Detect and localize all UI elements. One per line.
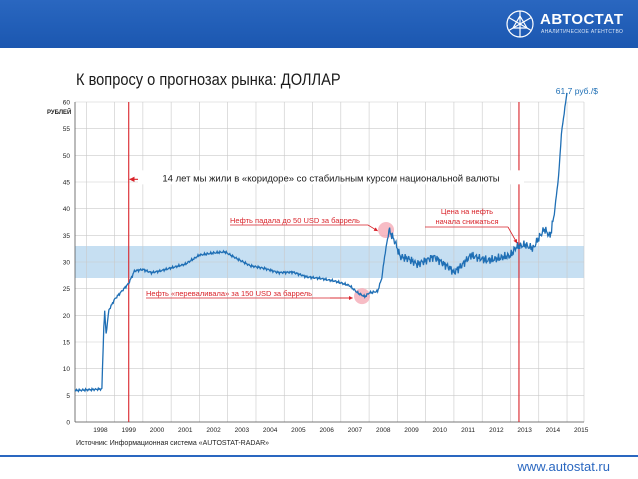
x-tick-label: 1998 [93, 427, 108, 434]
y-tick-label: 40 [63, 206, 71, 213]
annotation-pointer [507, 226, 518, 244]
end-value-label: 61,7 руб./$ [556, 86, 598, 96]
logo-tagline: АНАЛИТИЧЕСКОЕ АГЕНТСТВО [541, 29, 624, 35]
y-tick-label: 0 [66, 420, 70, 427]
y-tick-label: 50 [63, 153, 71, 160]
y-tick-label: 55 [63, 126, 71, 133]
y-tick-label: 60 [63, 100, 71, 107]
y-tick-label: 25 [63, 286, 71, 293]
x-tick-label: 2007 [348, 427, 363, 434]
x-tick-label: 2009 [404, 427, 419, 434]
x-tick-label: 2014 [546, 427, 561, 434]
annotation-oil-50: Нефть падала до 50 USD за баррель [230, 216, 360, 225]
company-logo[interactable]: АВТОСТАТ АНАЛИТИЧЕСКОЕ АГЕНТСТВО [504, 6, 624, 42]
snowflake-star-icon [506, 10, 534, 38]
annotation-oil-decline: Цена на нефть начала снижаться [435, 207, 498, 226]
source-note: Источник: Информационная система «AUTOST… [76, 440, 270, 447]
corridor-annotation: 14 лет мы жили в «коридоре» со стабильны… [162, 173, 499, 184]
usd-rub-chart: 0 5 10 15 20 25 30 35 40 45 50 55 60 1998 1999 2000 2001… [47, 86, 598, 434]
footer-divider [0, 455, 638, 457]
y-tick-label: 15 [63, 340, 71, 347]
x-tick-label: 2012 [489, 427, 504, 434]
annotation-pointer [367, 224, 378, 232]
x-tick-label: 2008 [376, 427, 391, 434]
y-tick-label: 20 [63, 313, 71, 320]
y-tick-label: 30 [63, 260, 71, 267]
x-tick-label: 2006 [319, 427, 334, 434]
x-tick-label: 2015 [574, 427, 589, 434]
corridor-label-bg [138, 170, 524, 185]
y-axis-label: РУБЛЕЙ [47, 108, 71, 116]
x-tick-label: 1999 [121, 427, 136, 434]
x-tick-label: 2000 [150, 427, 165, 434]
x-tick-label: 2005 [291, 427, 306, 434]
y-tick-label: 35 [63, 233, 71, 240]
header-bar: АВТОСТАТ АНАЛИТИЧЕСКОЕ АГЕНТСТВО [0, 0, 638, 48]
slide-title: К вопросу о прогнозах рынка: ДОЛЛАР [76, 70, 341, 89]
annotation-oil-150: Нефть «переваливала» за 150 USD за барре… [146, 289, 312, 298]
logo-name: АВТОСТАТ [540, 11, 624, 28]
x-tick-label: 2011 [461, 427, 475, 434]
y-tick-label: 10 [63, 366, 71, 373]
website-link[interactable]: www.autostat.ru [517, 459, 611, 474]
x-tick-label: 2001 [178, 427, 193, 434]
x-tick-label: 2013 [517, 427, 532, 434]
x-tick-label: 2010 [433, 427, 448, 434]
x-tick-label: 2004 [263, 427, 278, 434]
series-line-usd [74, 92, 568, 393]
x-tick-label: 2002 [206, 427, 221, 434]
y-tick-label: 45 [63, 180, 71, 187]
x-tick-label: 2003 [235, 427, 250, 434]
y-tick-label: 5 [66, 393, 70, 400]
